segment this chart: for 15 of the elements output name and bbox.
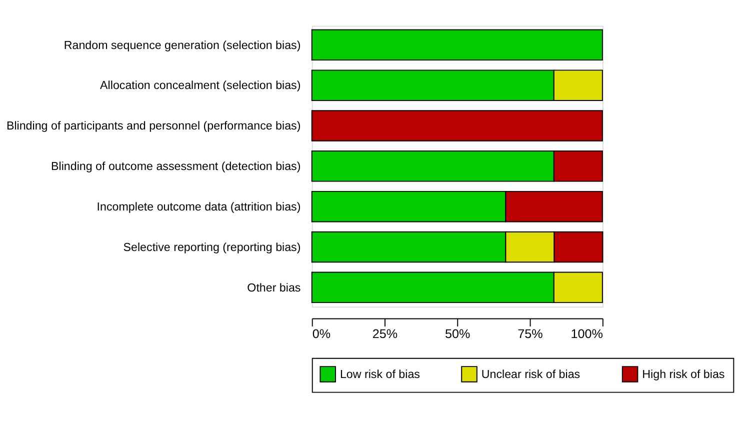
legend-label: Unclear risk of bias	[481, 368, 580, 382]
y-tick-label: Random sequence generation (selection bias)	[64, 38, 301, 52]
x-tick-label: 50%	[445, 327, 470, 342]
x-tick-label: 100%	[570, 327, 603, 342]
y-tick-label: Blinding of participants and personnel (performance bias)	[6, 120, 301, 133]
legend-label: Low risk of bias	[340, 368, 420, 382]
y-tick-label: Allocation concealment (selection bias)	[100, 79, 301, 92]
x-tick-label: 75%	[518, 327, 543, 342]
y-tick-label: Other bias	[247, 281, 301, 294]
y-tick-label: Blinding of outcome assessment (detection bias)	[51, 160, 301, 174]
y-tick-label: Selective reporting (reporting bias)	[123, 240, 301, 254]
x-tick-label: 25%	[372, 327, 398, 342]
y-tick-label: Incomplete outcome data (attrition bias)	[96, 200, 301, 214]
x-tick-label: 0%	[312, 327, 331, 342]
legend-label: High risk of bias	[642, 368, 725, 382]
